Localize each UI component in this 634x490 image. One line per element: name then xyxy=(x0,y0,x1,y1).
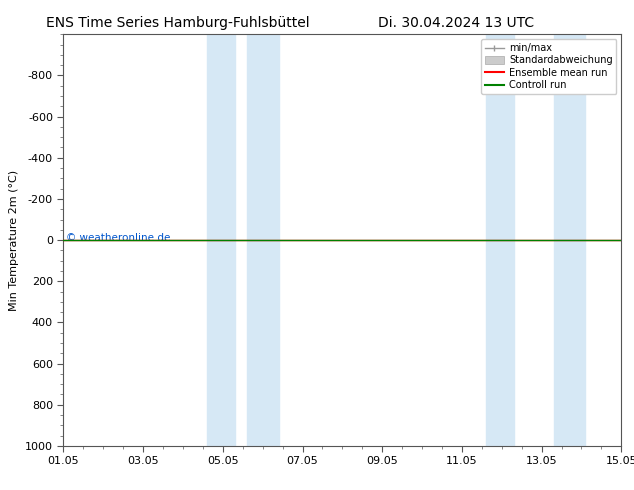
Bar xyxy=(553,34,585,446)
Text: Di. 30.04.2024 13 UTC: Di. 30.04.2024 13 UTC xyxy=(378,16,534,30)
Bar xyxy=(207,34,235,446)
Text: ENS Time Series Hamburg-Fuhlsbüttel: ENS Time Series Hamburg-Fuhlsbüttel xyxy=(46,16,309,30)
Bar xyxy=(486,34,514,446)
Text: © weatheronline.de: © weatheronline.de xyxy=(66,233,171,243)
Bar xyxy=(247,34,278,446)
Legend: min/max, Standardabweichung, Ensemble mean run, Controll run: min/max, Standardabweichung, Ensemble me… xyxy=(481,39,616,94)
Y-axis label: Min Temperature 2m (°C): Min Temperature 2m (°C) xyxy=(10,170,20,311)
